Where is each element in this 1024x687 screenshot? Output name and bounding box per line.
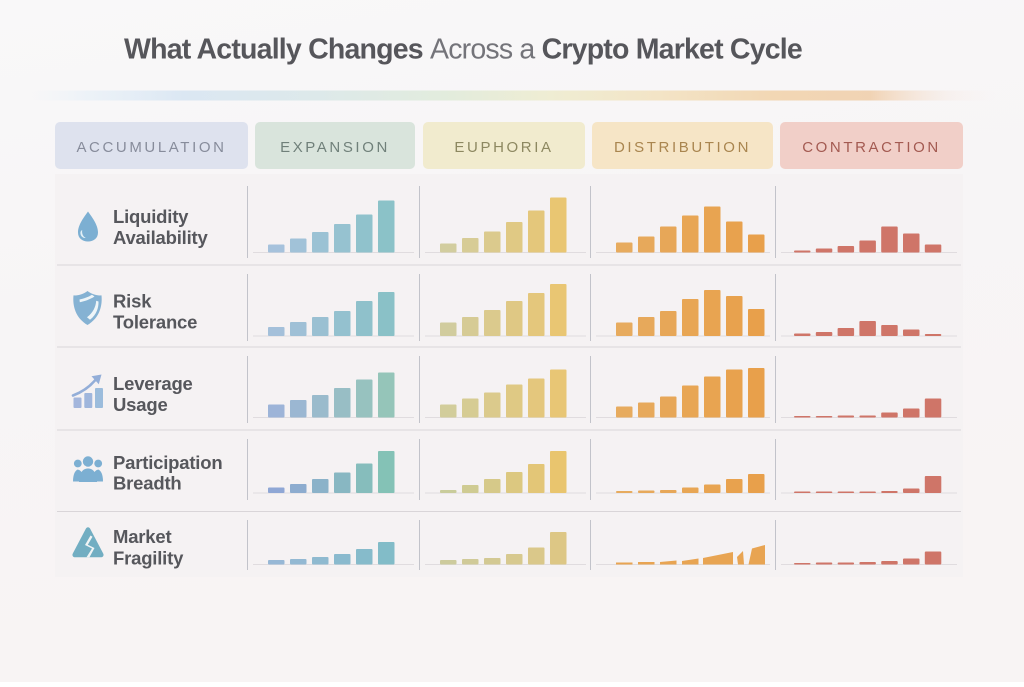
svg-text:Participation: Participation — [113, 452, 222, 473]
svg-text:Liquidity: Liquidity — [113, 206, 189, 227]
svg-text:Availability: Availability — [113, 227, 209, 248]
svg-text:EUPHORIA: EUPHORIA — [454, 139, 553, 156]
svg-text:EXPANSION: EXPANSION — [280, 139, 390, 156]
svg-text:What Actually Changes Across a: What Actually Changes Across a Crypto Ma… — [124, 34, 802, 66]
svg-text:Fragility: Fragility — [113, 548, 184, 569]
svg-text:Risk: Risk — [113, 291, 152, 312]
svg-text:Usage: Usage — [113, 394, 168, 415]
svg-text:ACCUMULATION: ACCUMULATION — [76, 139, 226, 156]
svg-text:DISTRIBUTION: DISTRIBUTION — [614, 139, 751, 156]
svg-text:Tolerance: Tolerance — [113, 312, 197, 333]
svg-text:Leverage: Leverage — [113, 373, 193, 394]
svg-text:Market: Market — [113, 526, 171, 547]
svg-text:CONTRACTION: CONTRACTION — [802, 139, 941, 156]
svg-text:Breadth: Breadth — [113, 473, 182, 494]
